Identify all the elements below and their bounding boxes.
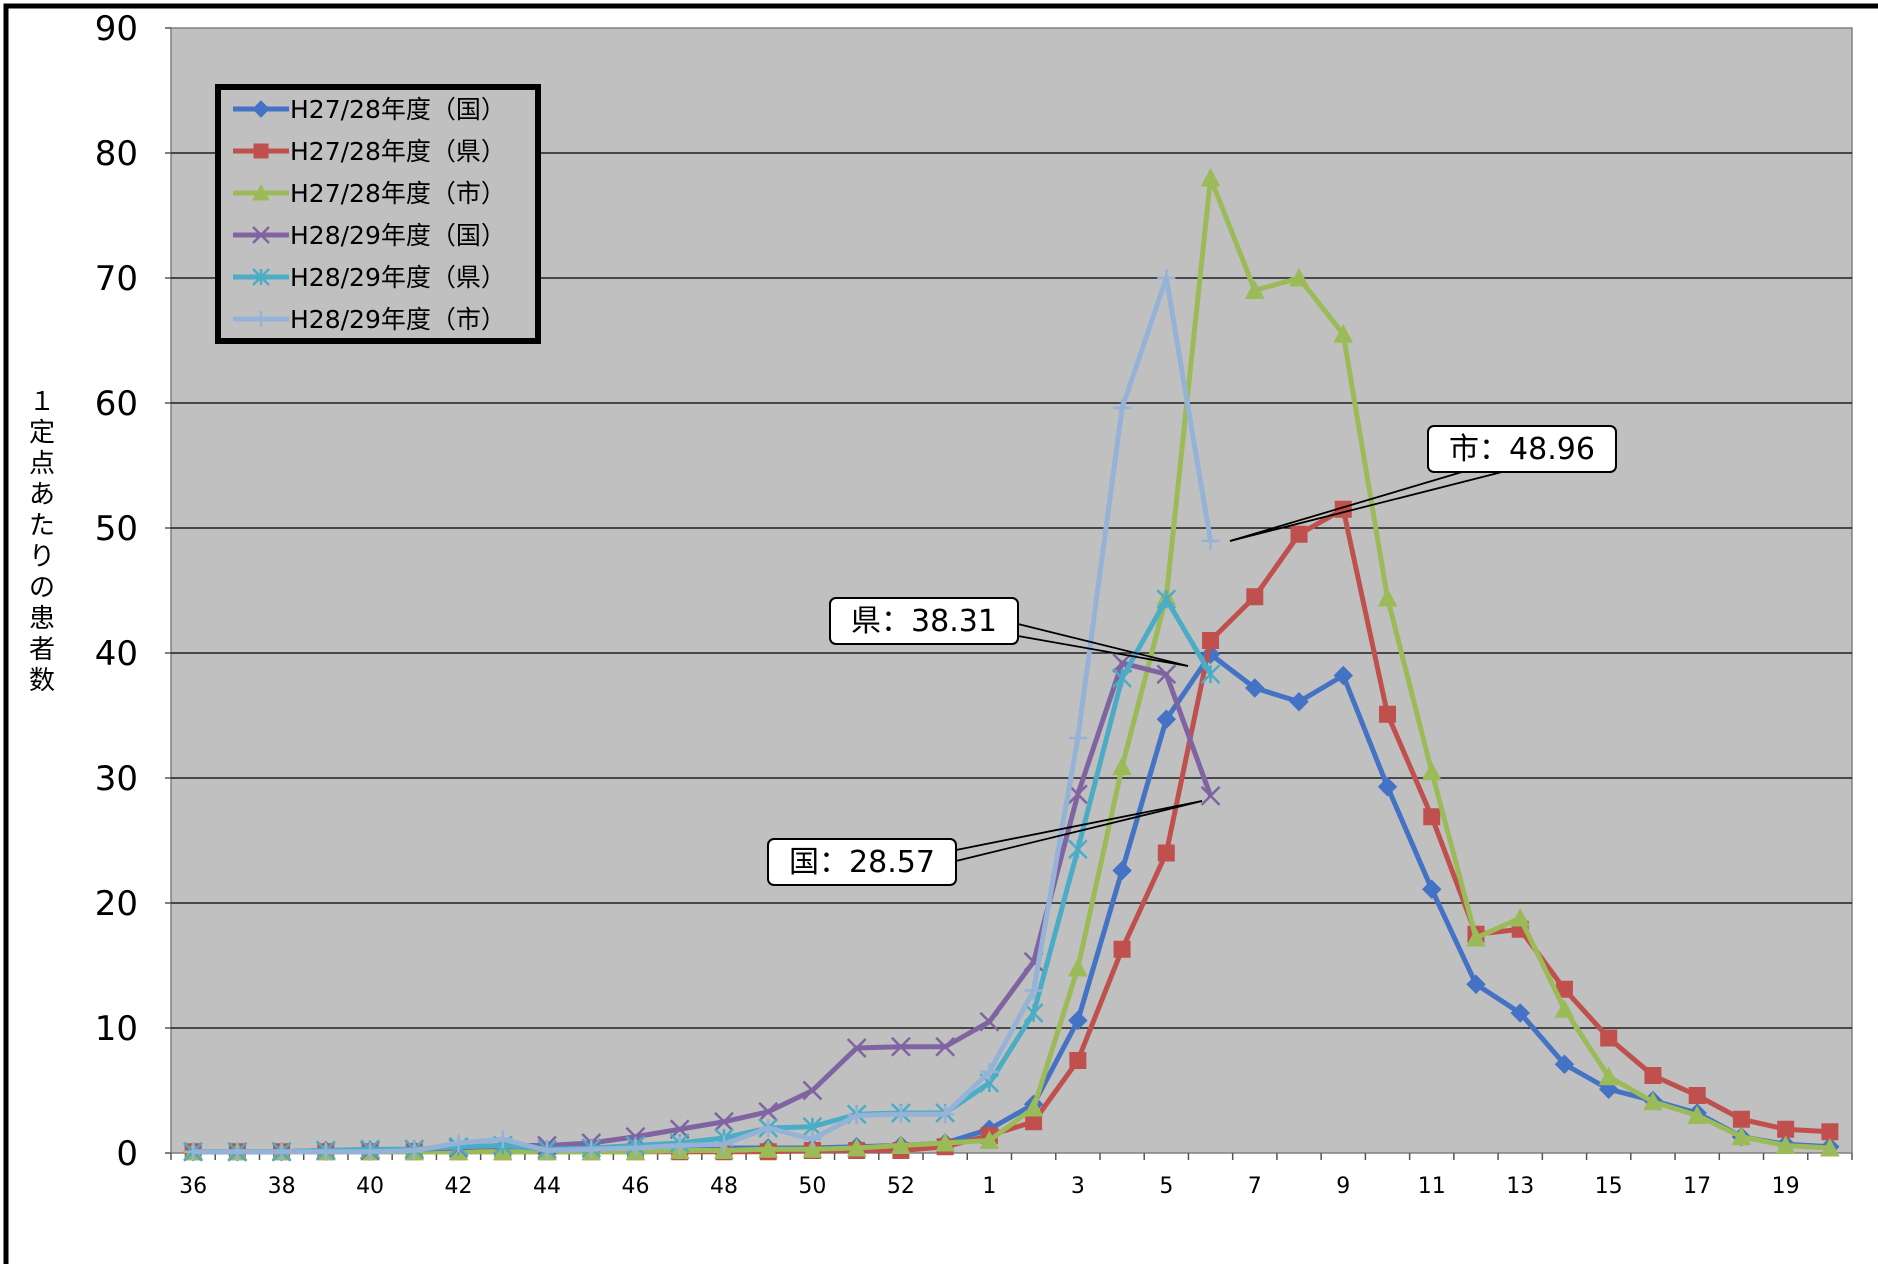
- legend-label: H27/28年度（市）: [290, 179, 506, 208]
- legend-label: H28/29年度（国）: [290, 221, 506, 250]
- x-tick-label: 5: [1159, 1174, 1173, 1199]
- legend: H27/28年度（国） H27/28年度（県） H27/28年度（市） H28/29年…: [218, 87, 538, 341]
- x-tick-label: 17: [1683, 1174, 1711, 1199]
- legend-label: H27/28年度（県）: [290, 137, 506, 166]
- x-tick-label: 50: [798, 1174, 826, 1199]
- legend-label: H28/29年度（県）: [290, 263, 506, 292]
- data-point-square: [1778, 1121, 1794, 1137]
- data-point-square: [1203, 633, 1219, 649]
- x-tick-label: 19: [1772, 1174, 1800, 1199]
- y-tick-label: 40: [95, 634, 138, 674]
- y-tick-label: 20: [95, 884, 138, 924]
- y-tick-label: 30: [95, 759, 138, 799]
- x-tick-label: 1: [982, 1174, 996, 1199]
- x-tick-label: 44: [533, 1174, 561, 1199]
- data-point-square: [254, 144, 268, 158]
- data-point-square: [1601, 1030, 1617, 1046]
- data-point-square: [1070, 1053, 1086, 1069]
- x-tick-label: 38: [268, 1174, 296, 1199]
- legend-label: H27/28年度（国）: [290, 95, 506, 124]
- x-tick-label: 7: [1248, 1174, 1262, 1199]
- y-tick-label: 60: [95, 384, 138, 424]
- x-tick-label: 48: [710, 1174, 738, 1199]
- callout-label: 国：28.57: [789, 845, 935, 880]
- y-tick-label: 50: [95, 509, 138, 549]
- y-tick-label: 90: [95, 9, 138, 49]
- data-point-square: [1689, 1088, 1705, 1104]
- y-tick-label: 70: [95, 259, 138, 299]
- y-tick-label: 0: [116, 1134, 138, 1174]
- x-tick-label: 52: [887, 1174, 915, 1199]
- y-tick-label: 80: [95, 134, 138, 174]
- x-tick-label: 11: [1418, 1174, 1446, 1199]
- x-tick-label: 15: [1595, 1174, 1623, 1199]
- x-tick-label: 3: [1071, 1174, 1085, 1199]
- legend-box: [218, 87, 538, 341]
- callout-label: 県：38.31: [851, 604, 997, 639]
- data-point-square: [1380, 706, 1396, 722]
- legend-label: H28/29年度（市）: [290, 305, 506, 334]
- y-axis-label: １定点あたりの患者数: [29, 387, 55, 696]
- callout-label: 市：48.96: [1449, 432, 1595, 467]
- x-tick-label: 40: [356, 1174, 384, 1199]
- data-point-square: [1733, 1111, 1749, 1127]
- data-point-square: [1424, 809, 1440, 825]
- data-point-square: [1158, 845, 1174, 861]
- x-tick-label: 13: [1506, 1174, 1534, 1199]
- y-tick-label: 10: [95, 1009, 138, 1049]
- x-tick-label: 42: [445, 1174, 473, 1199]
- data-point-square: [1822, 1124, 1838, 1140]
- x-tick-label: 36: [179, 1174, 207, 1199]
- x-tick-label: 46: [621, 1174, 649, 1199]
- x-tick-label: 9: [1336, 1174, 1350, 1199]
- data-point-square: [1114, 941, 1130, 957]
- data-point-square: [1247, 589, 1263, 605]
- data-point-square: [1291, 526, 1307, 542]
- data-point-square: [1645, 1068, 1661, 1084]
